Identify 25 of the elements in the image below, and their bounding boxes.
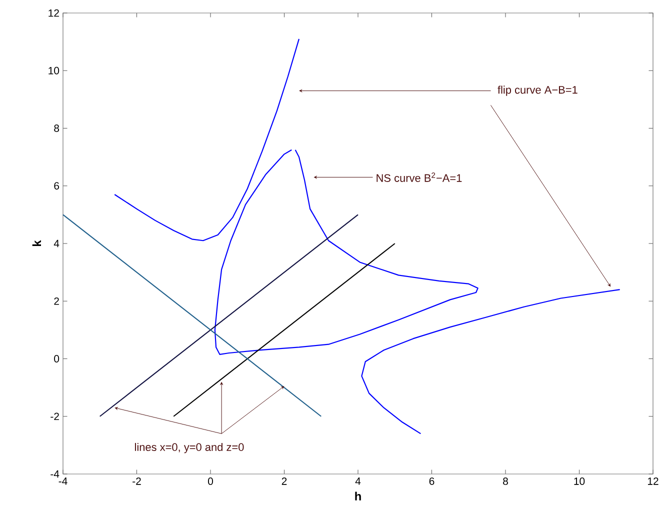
annotation: lines x=0, y=0 and z=0 (134, 442, 244, 454)
y-tick-label: 10 (48, 66, 60, 74)
annotation: NS curve B$^{2}$−A=1 (376, 172, 462, 182)
x-tick-label: 6 (429, 478, 434, 485)
x-tick-label: 0 (208, 478, 213, 485)
line-series (214, 149, 478, 355)
y-tick-label: -2 (50, 412, 59, 420)
y-tick-label: 8 (54, 124, 60, 132)
y-tick-label: 12 (48, 9, 59, 17)
y-tick-label: 4 (54, 240, 60, 248)
line-series (114, 38, 300, 242)
x-axis-title: h (355, 492, 361, 500)
x-tick-label: -2 (132, 478, 141, 485)
x-tick-label: 8 (503, 478, 508, 485)
annotation: flip curve A−B=1 (498, 86, 578, 96)
y-tick-label: -4 (50, 470, 60, 478)
y-tick-label: 0 (54, 355, 60, 362)
line-series (361, 289, 620, 434)
x-tick-label: 10 (574, 478, 585, 485)
x-tick-label: 2 (282, 478, 287, 485)
y-axis-title: k (32, 240, 42, 246)
x-tick-label: 4 (355, 478, 361, 485)
y-tick-label: 2 (54, 297, 59, 305)
x-tick-label: 12 (648, 478, 658, 485)
y-tick-label: 6 (54, 182, 60, 190)
